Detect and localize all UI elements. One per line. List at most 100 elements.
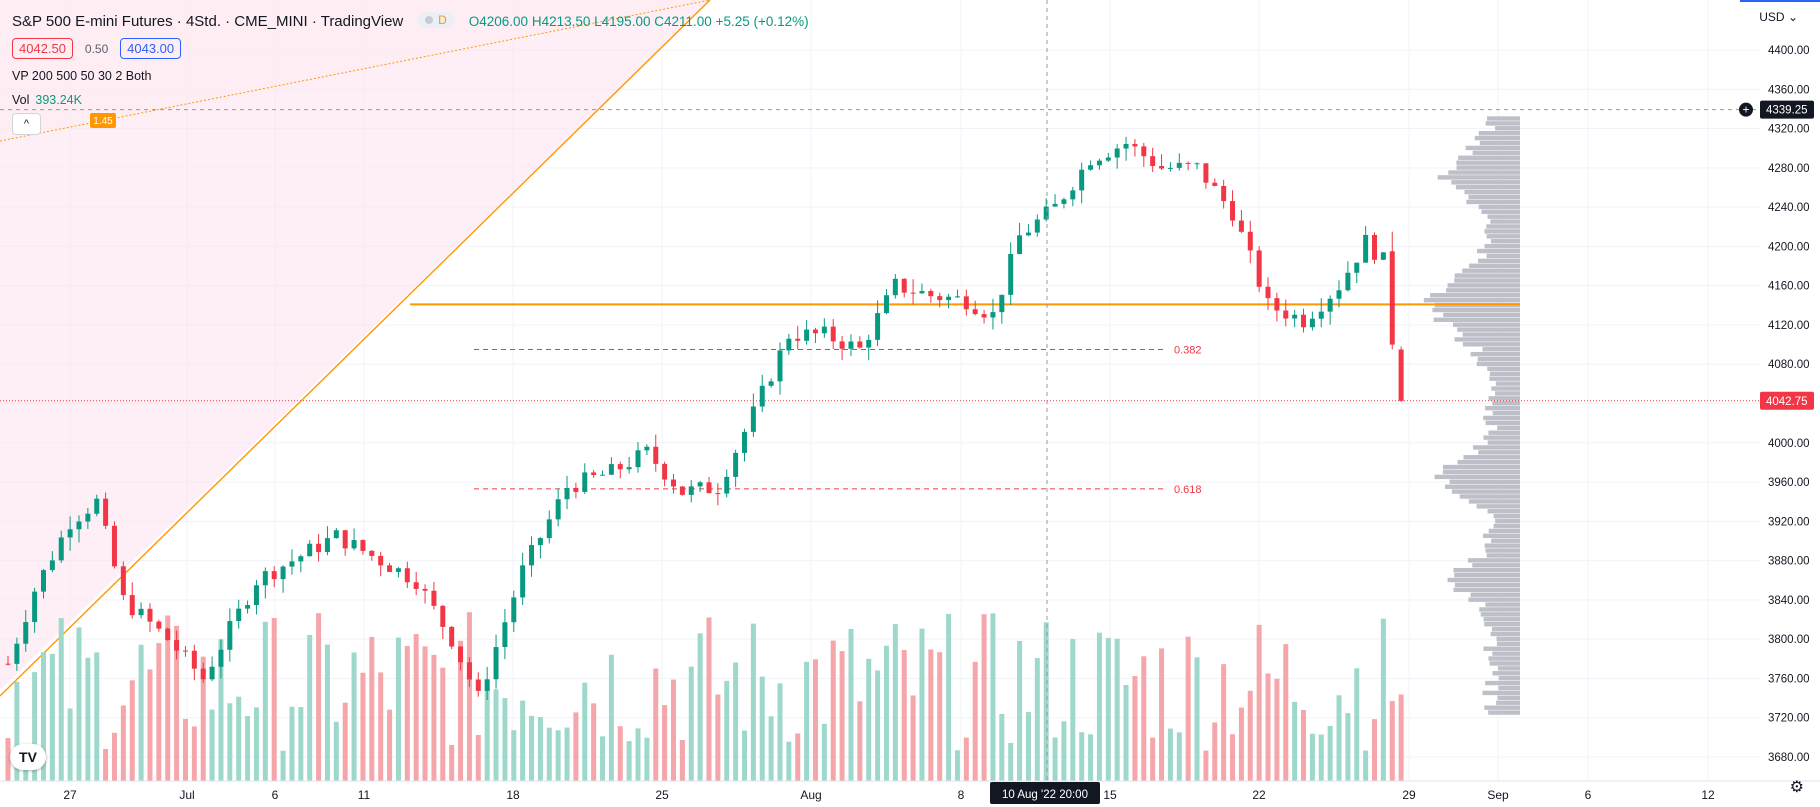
profile-bar — [1457, 459, 1520, 465]
candle-body — [1185, 162, 1191, 164]
candle-body — [271, 571, 277, 580]
volume-bar — [156, 643, 162, 781]
profile-bar — [1448, 170, 1520, 175]
volume-bar — [1363, 750, 1369, 781]
candle-body — [520, 565, 526, 598]
profile-bar — [1442, 469, 1520, 475]
volume-bar — [32, 672, 38, 781]
interval-label: D — [438, 13, 447, 27]
volume-bar — [724, 680, 730, 781]
volume-bar — [741, 730, 747, 781]
profile-bar — [1477, 356, 1520, 362]
time-axis[interactable]: 27 Jul 6 11 18 25 Aug 8 15 22 29 Sep 6 12 10 Aug '22 2… — [0, 780, 1820, 807]
time-tick-label: 25 — [655, 788, 669, 802]
currency-selector[interactable]: USD ⌄ — [1759, 10, 1798, 24]
volume-bar — [608, 654, 614, 781]
candle-body — [378, 555, 384, 566]
volume-bar — [892, 624, 898, 781]
profile-bar — [1451, 180, 1520, 185]
volume-bar — [1327, 725, 1333, 781]
candle-body — [94, 498, 100, 514]
candle-body — [724, 476, 730, 494]
candle-body — [1309, 318, 1315, 328]
volume-bar — [182, 718, 188, 781]
candle-body — [1079, 169, 1085, 191]
low-value: 4195.00 — [601, 14, 651, 29]
time-tick-label: 8 — [958, 788, 965, 802]
candle-body — [307, 543, 313, 557]
candle-body — [431, 590, 437, 606]
profile-bar — [1483, 435, 1520, 440]
candle-body — [1167, 167, 1173, 169]
profile-bar — [1483, 646, 1520, 651]
profile-bar — [1480, 612, 1520, 617]
candle-body — [422, 588, 428, 591]
crosshair-time-tag — [990, 782, 1100, 804]
volume-indicator[interactable]: Vol 393.24K — [12, 93, 82, 107]
profile-bar — [1497, 666, 1520, 671]
profile-bar — [1487, 440, 1520, 445]
profile-bar — [1478, 131, 1520, 136]
profile-bar — [1484, 621, 1520, 627]
volume-bar — [875, 670, 881, 781]
candle-body — [1230, 201, 1236, 221]
candle-body — [768, 381, 774, 386]
candle-body — [280, 566, 286, 580]
volume-bar — [1070, 639, 1076, 781]
profile-bar — [1433, 317, 1520, 322]
volume-bar — [529, 715, 535, 781]
candle-body — [404, 568, 410, 583]
profile-bar — [1446, 288, 1520, 293]
volume-bar — [298, 706, 304, 781]
volume-bar — [1283, 644, 1289, 781]
profile-bar — [1453, 587, 1520, 593]
close-value: 4211.00 — [663, 14, 712, 29]
volume-bar — [1309, 733, 1315, 781]
profile-bar — [1487, 366, 1520, 372]
candle-body — [502, 622, 508, 648]
collapse-legend-button[interactable]: ^ — [12, 113, 41, 135]
symbol-title[interactable]: S&P 500 E-mini Futures · 4Std. · CME_MIN… — [12, 13, 404, 30]
gear-icon[interactable]: ⚙ — [1789, 779, 1804, 796]
buy-button[interactable]: 4043.00 — [120, 38, 182, 59]
vol-value: 393.24K — [35, 93, 82, 107]
profile-bar — [1462, 342, 1520, 347]
candle-body — [1380, 252, 1386, 260]
volume-bar — [493, 689, 499, 781]
volume-bar — [1194, 657, 1200, 781]
candle-body — [892, 278, 898, 296]
volume-bar — [1123, 685, 1129, 781]
fib-fan-zone: 1.45 — [0, 0, 711, 697]
volume-bar — [165, 615, 171, 781]
candle-body — [103, 498, 109, 526]
volume-bar — [422, 646, 428, 781]
interval-badge[interactable]: D — [417, 12, 455, 28]
volume-bar — [1336, 695, 1342, 781]
candle-body — [1043, 206, 1049, 220]
volume-bar — [502, 698, 508, 781]
profile-bar — [1479, 140, 1520, 146]
vp-indicator-label[interactable]: VP 200 500 50 30 2 Both — [12, 69, 152, 83]
volume-bar — [617, 726, 623, 781]
sell-button[interactable]: 4042.50 — [12, 38, 73, 59]
volume-bar — [626, 741, 632, 781]
profile-bar — [1472, 150, 1520, 156]
profile-bar — [1482, 690, 1520, 696]
profile-bar — [1486, 234, 1520, 239]
profile-bar — [1493, 513, 1520, 519]
volume-bar — [786, 741, 792, 781]
symbol-legend[interactable]: S&P 500 E-mini Futures · 4Std. · CME_MIN… — [12, 12, 809, 30]
volume-bar — [280, 750, 286, 781]
candle-body — [750, 406, 756, 432]
volume-bar — [600, 736, 606, 781]
candle-body — [449, 626, 455, 647]
crosshair-price-tag — [1760, 100, 1814, 119]
profile-bar — [1496, 636, 1520, 642]
profile-bar — [1496, 641, 1520, 647]
candle-body — [529, 545, 535, 566]
tradingview-logo[interactable]: TV — [10, 744, 46, 770]
price-axis[interactable]: 4400.00 4360.00 4320.00 4280.00 4240.00 4200.… — [1760, 0, 1820, 781]
candle-body — [839, 341, 845, 349]
volume-bar — [289, 706, 295, 781]
